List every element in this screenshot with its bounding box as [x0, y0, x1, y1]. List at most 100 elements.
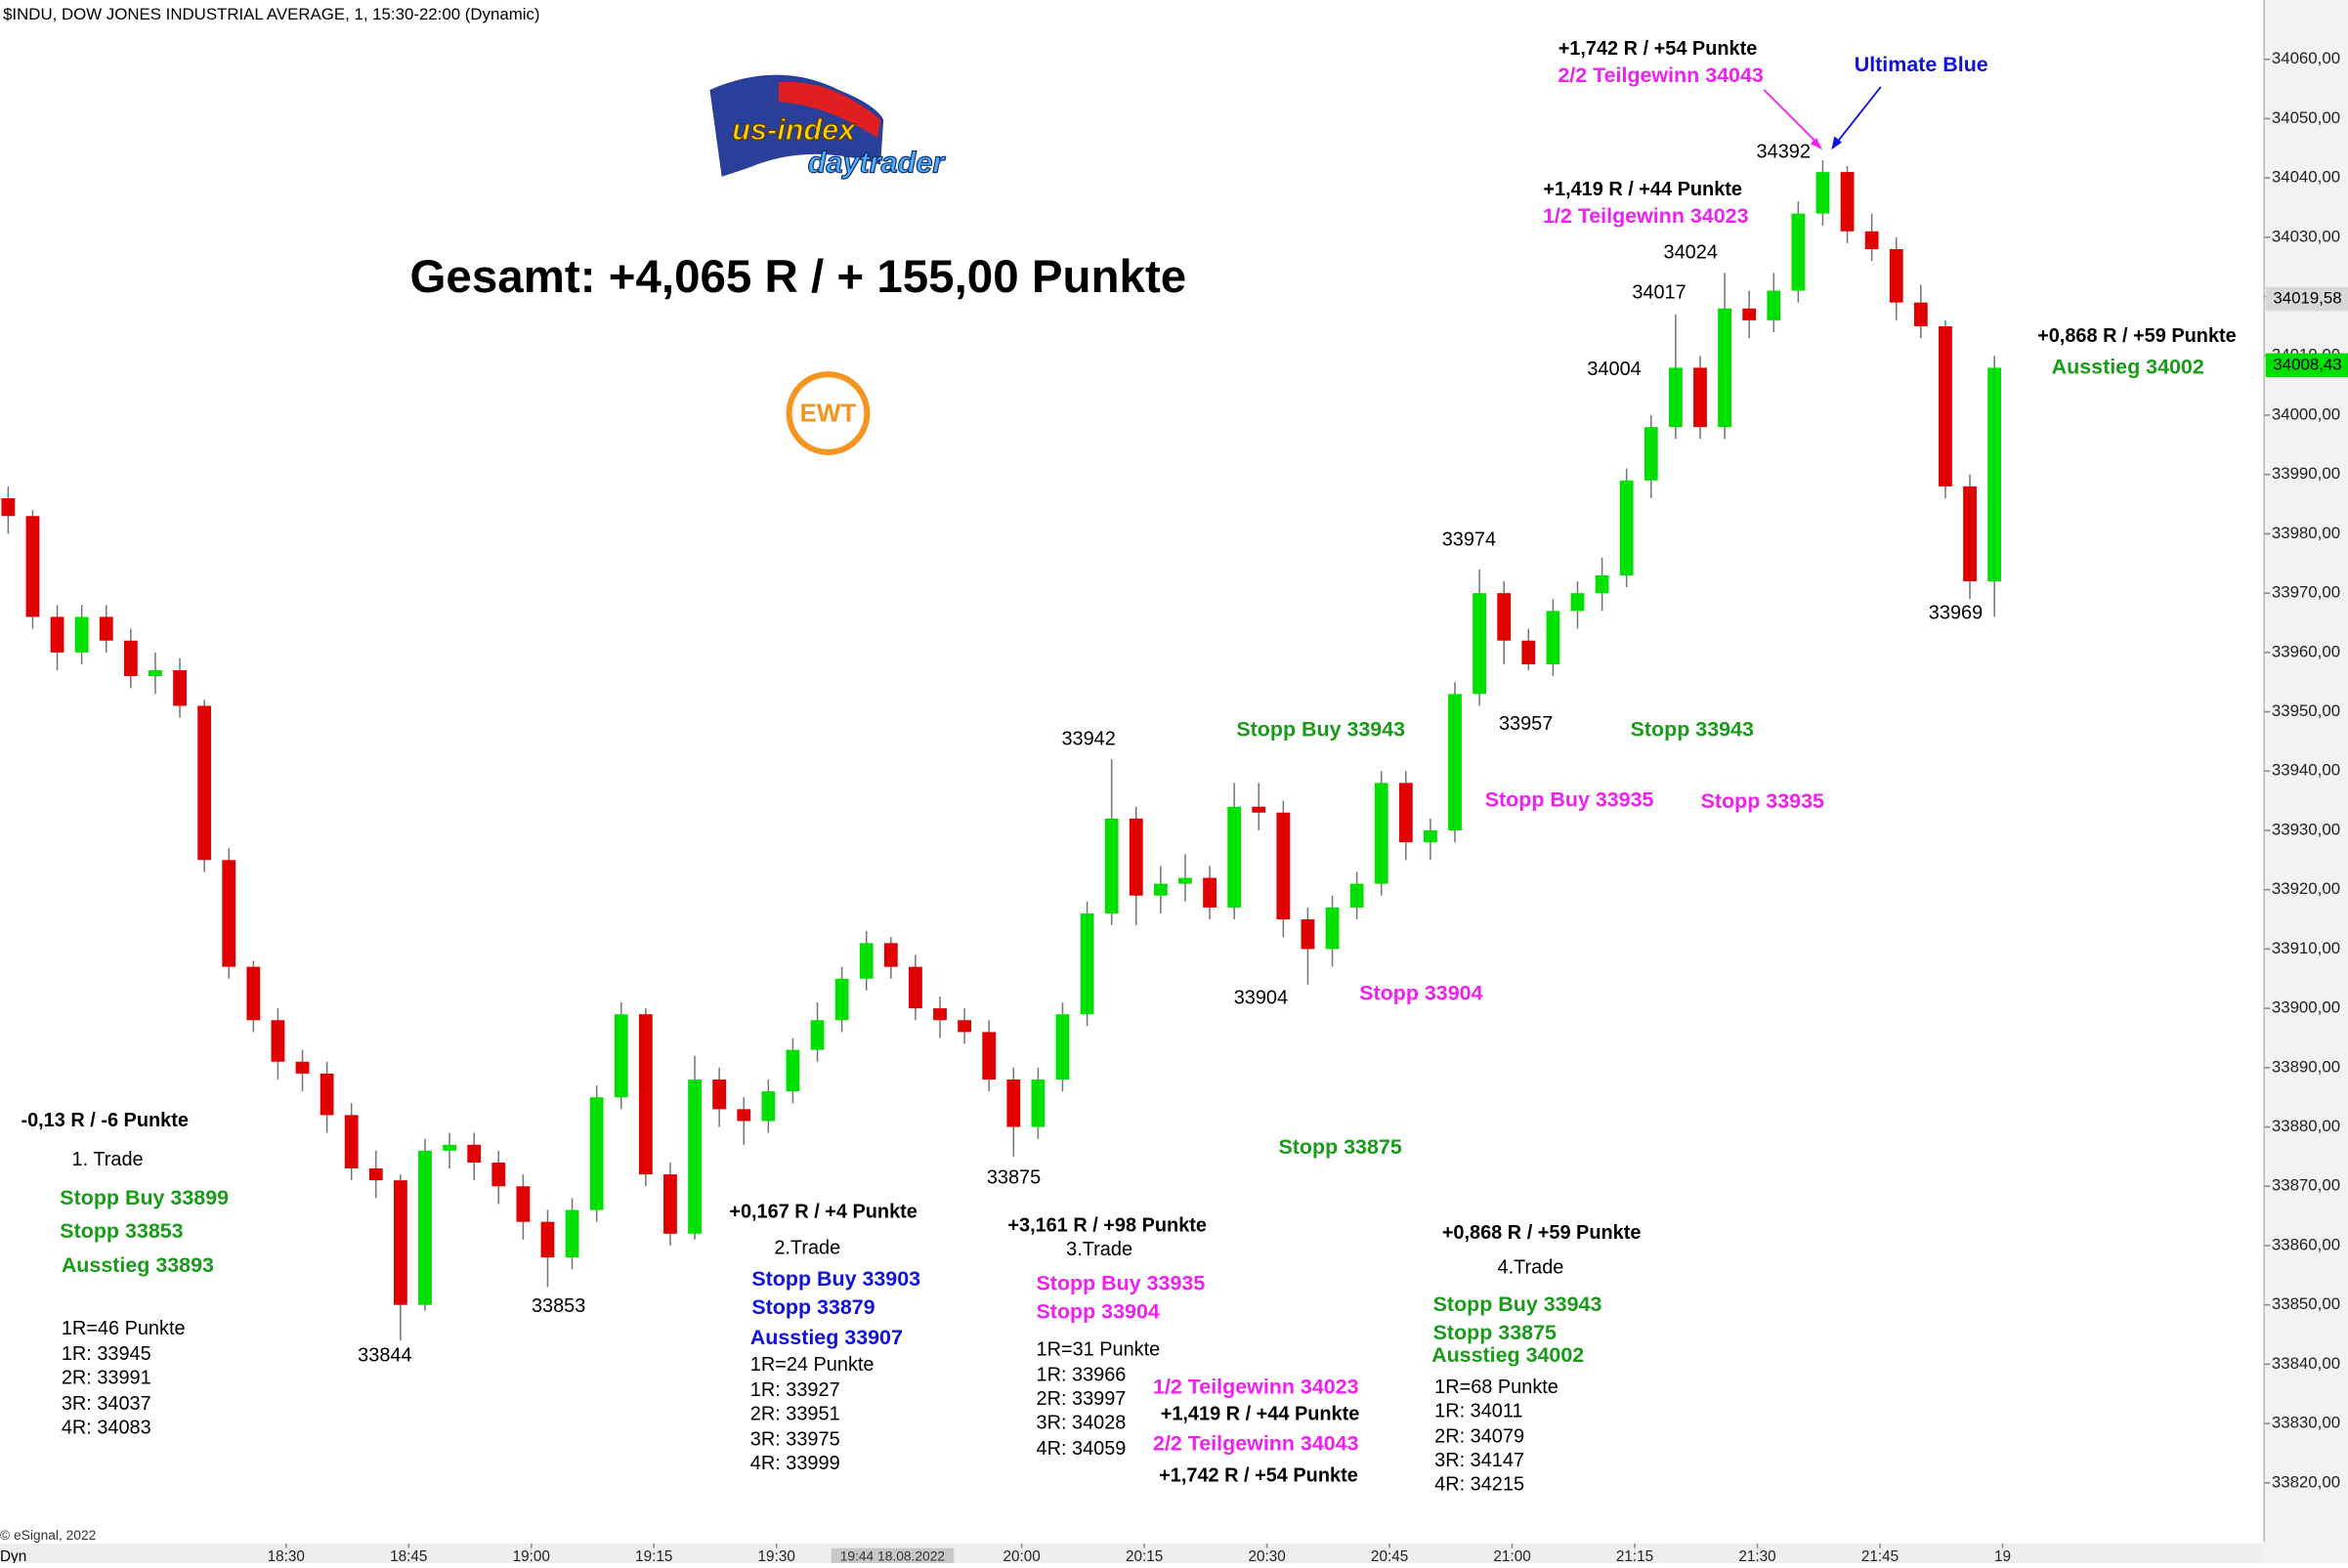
logo: us-index daytrader — [709, 74, 947, 180]
y-tick-label: 33920,00 — [2272, 879, 2340, 898]
annotation: Ausstieg 34002 — [1431, 1343, 1584, 1367]
candle-body — [883, 943, 898, 967]
annotation: 33904 — [1234, 987, 1288, 1008]
candle-body — [1913, 302, 1928, 326]
candle-body — [1104, 818, 1119, 913]
candle-body — [295, 1061, 310, 1074]
candle-body — [1252, 806, 1266, 813]
arrow-head — [1831, 136, 1843, 150]
annotation: Stopp 33875 — [1278, 1135, 1401, 1159]
y-tick-label: 33910,00 — [2272, 939, 2340, 957]
copyright: © eSignal, 2022 — [0, 1528, 96, 1543]
annotation: 1R=31 Punkte — [1037, 1339, 1161, 1361]
x-tick-label: 20:30 — [1248, 1548, 1285, 1563]
y-tick-label: 33840,00 — [2272, 1354, 2340, 1373]
annotation: +1,419 R / +44 Punkte — [1161, 1404, 1360, 1425]
candle-body — [786, 1049, 800, 1092]
annotation: Ausstieg 33893 — [62, 1253, 214, 1277]
annotation: 4R: 34083 — [62, 1417, 151, 1438]
price-axis-panel — [2264, 0, 2348, 1563]
annotation: 3R: 34037 — [62, 1393, 151, 1415]
y-tick-label: 34040,00 — [2272, 168, 2340, 187]
annotation: Ultimate Blue — [1855, 53, 1988, 76]
annotation: Stopp Buy 33903 — [751, 1267, 920, 1291]
annotation: 2R: 33991 — [62, 1368, 151, 1389]
annotation: 34017 — [1632, 282, 1686, 304]
candle-body — [25, 516, 40, 617]
candle-body — [688, 1079, 702, 1234]
candle-body — [1570, 593, 1585, 612]
candle-body — [1325, 907, 1340, 950]
candle-body — [222, 860, 236, 967]
candle-body — [1815, 172, 1830, 214]
y-tick-label: 33970,00 — [2272, 583, 2340, 602]
x-tick-label: 19:30 — [758, 1548, 795, 1563]
footer-label: Dyn — [0, 1548, 26, 1563]
candle-body — [933, 1008, 947, 1021]
annotation: 2R: 33997 — [1037, 1388, 1127, 1410]
candle-body — [761, 1091, 776, 1122]
candle-body — [467, 1144, 482, 1163]
annotation: 33969 — [1929, 603, 1983, 624]
candle-body — [516, 1186, 531, 1222]
candle-body — [1497, 593, 1512, 641]
y-tick-label: 33870,00 — [2272, 1176, 2340, 1195]
y-tick-label: 34050,00 — [2272, 108, 2340, 127]
candle-body — [982, 1032, 997, 1080]
candle-body — [1349, 883, 1364, 908]
candle-body — [859, 943, 874, 979]
time-axis-panel — [0, 1544, 2265, 1563]
y-tick-label: 33940,00 — [2272, 761, 2340, 780]
candle-body — [1276, 812, 1291, 920]
candle-body — [909, 966, 922, 1009]
candle-body — [1767, 290, 1781, 320]
candle-body — [74, 616, 89, 653]
x-tick-label: 18:45 — [390, 1548, 427, 1563]
y-tick-label: 34000,00 — [2272, 404, 2340, 423]
candle-body — [1153, 883, 1168, 896]
x-tick-label: 19:15 — [635, 1548, 672, 1563]
annotation: 33957 — [1499, 713, 1553, 735]
y-tick-label: 33960,00 — [2272, 642, 2340, 660]
y-tick-label: 33830,00 — [2272, 1414, 2340, 1432]
annotation: 34392 — [1757, 142, 1811, 163]
y-tick-label: 34060,00 — [2272, 49, 2340, 67]
candle-body — [1424, 829, 1437, 843]
annotation: 1R: 33966 — [1037, 1365, 1127, 1386]
candle-body — [1889, 249, 1903, 303]
candle-body — [1203, 877, 1217, 908]
annotation: -0,13 R / -6 Punkte — [21, 1110, 188, 1131]
annotation: +1,742 R / +54 Punkte — [1159, 1464, 1358, 1486]
candle-body — [491, 1162, 506, 1187]
annotation: 2/2 Teilgewinn 34043 — [1153, 1432, 1359, 1456]
x-tick-label: 21:00 — [1493, 1548, 1530, 1563]
x-tick-label: 18:30 — [268, 1548, 305, 1563]
candle-body — [246, 966, 261, 1021]
annotation: Ausstieg 33907 — [750, 1326, 903, 1349]
candle-body — [1227, 806, 1242, 908]
annotation: Stopp Buy 33935 — [1037, 1272, 1206, 1295]
annotation: 33942 — [1061, 728, 1115, 749]
candle-body — [320, 1073, 334, 1116]
candle-body — [1840, 172, 1855, 232]
annotation: 1R: 33927 — [750, 1379, 840, 1401]
y-tick-label: 33890,00 — [2272, 1057, 2340, 1076]
annotation: 2R: 33951 — [750, 1404, 840, 1425]
candle-body — [1668, 367, 1683, 428]
candle-body — [638, 1014, 653, 1175]
candle-body — [810, 1020, 825, 1050]
arrow — [1763, 89, 1820, 147]
logo-text: us-index — [732, 113, 857, 147]
annotation: Stopp 33879 — [751, 1295, 875, 1319]
candle-body — [1080, 912, 1094, 1015]
annotation: Stopp Buy 33935 — [1485, 788, 1654, 812]
candle-body — [1644, 427, 1658, 481]
annotation: 3.Trade — [1066, 1239, 1132, 1260]
annotation: 4.Trade — [1498, 1256, 1564, 1278]
candle-body — [123, 640, 138, 677]
candle-body — [737, 1109, 751, 1122]
y-tick-label: 33820,00 — [2272, 1472, 2340, 1491]
price-label: 34019,58 — [2273, 289, 2341, 308]
